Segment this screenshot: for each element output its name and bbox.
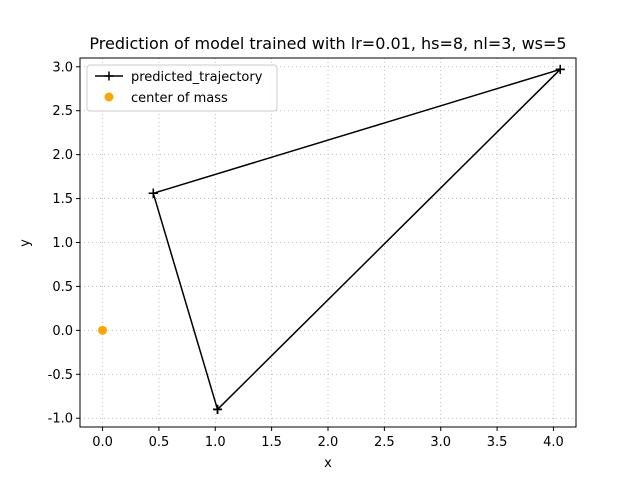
legend-plus-marker bbox=[104, 71, 114, 81]
x-tick-label: 0.5 bbox=[149, 435, 170, 450]
legend-label-center-of-mass: center of mass bbox=[131, 91, 228, 106]
legend-label-predicted-trajectory: predicted_trajectory bbox=[131, 70, 263, 85]
trajectory-point-marker bbox=[213, 404, 223, 414]
y-tick-label: -1.0 bbox=[48, 412, 73, 427]
y-tick-label: -0.5 bbox=[48, 368, 73, 383]
y-tick-label: 2.5 bbox=[52, 104, 73, 119]
legend: predicted_trajectory center of mass bbox=[86, 64, 278, 112]
grid-lines bbox=[80, 58, 576, 427]
y-tick-label: 3.0 bbox=[52, 60, 73, 75]
y-tick-label: 1.5 bbox=[52, 192, 73, 207]
predicted-trajectory-line bbox=[152, 68, 561, 411]
plot-series bbox=[98, 64, 565, 414]
x-tick-label: 1.0 bbox=[205, 435, 226, 450]
x-tick-label: 2.5 bbox=[374, 435, 395, 450]
x-axis-label: x bbox=[324, 456, 332, 471]
x-tick-label: 3.5 bbox=[487, 435, 508, 450]
x-tick-label: 3.0 bbox=[430, 435, 451, 450]
y-tick-label: 0.5 bbox=[52, 280, 73, 295]
x-tick-label: 1.5 bbox=[261, 435, 282, 450]
x-axis-ticks: 0.0 0.5 1.0 1.5 2.0 2.5 3.0 3.5 4.0 bbox=[92, 427, 564, 450]
trajectory-point-marker bbox=[148, 188, 158, 198]
x-tick-label: 2.0 bbox=[318, 435, 339, 450]
y-axis-label: y bbox=[18, 239, 33, 247]
x-tick-label: 0.0 bbox=[92, 435, 113, 450]
legend-marker-center-of-mass bbox=[104, 92, 114, 102]
y-tick-label: 1.0 bbox=[52, 236, 73, 251]
legend-box bbox=[86, 64, 278, 112]
trajectory-point-marker bbox=[555, 64, 565, 74]
chart-title: Prediction of model trained with lr=0.01… bbox=[89, 34, 566, 53]
y-tick-label: 0.0 bbox=[52, 324, 73, 339]
y-axis-ticks: -1.0 -0.5 0.0 0.5 1.0 1.5 2.0 2.5 3.0 bbox=[48, 60, 80, 427]
y-tick-label: 2.0 bbox=[52, 148, 73, 163]
center-of-mass-point bbox=[98, 325, 108, 335]
x-tick-label: 4.0 bbox=[543, 435, 564, 450]
